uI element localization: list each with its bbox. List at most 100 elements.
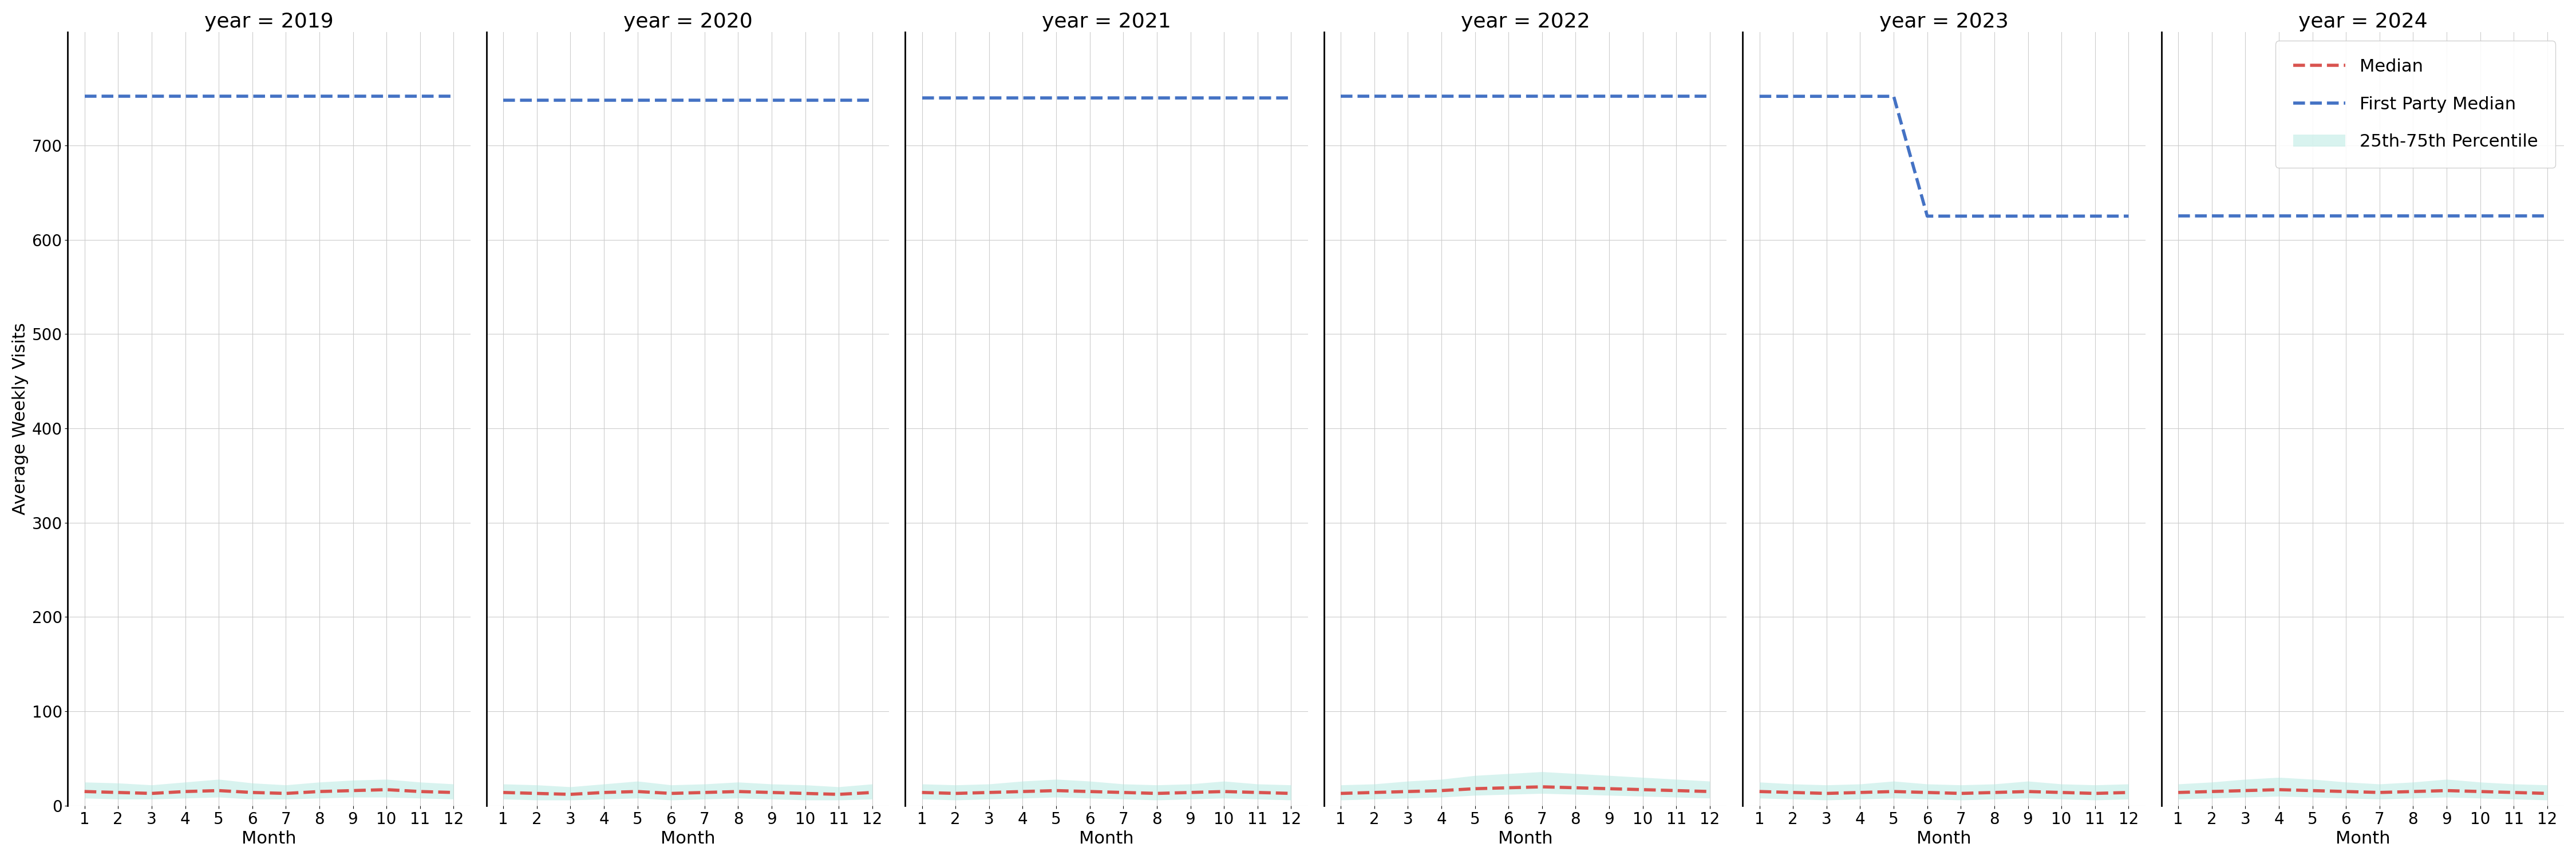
First Party Median	[2398, 211, 2429, 222]
Median	[1945, 789, 1976, 799]
First Party Median	[1074, 93, 1105, 103]
First Party Median	[1662, 91, 1692, 101]
Median	[2298, 785, 2329, 795]
First Party Median	[270, 91, 301, 101]
Title: year = 2020: year = 2020	[623, 12, 752, 32]
First Party Median	[2465, 211, 2496, 222]
First Party Median	[724, 95, 755, 106]
Median	[2264, 784, 2295, 795]
Median	[371, 784, 402, 795]
Median	[1978, 788, 2009, 798]
Legend: Median, First Party Median, 25th-75th Percentile: Median, First Party Median, 25th-75th Pe…	[2275, 41, 2555, 168]
Median	[1844, 788, 1875, 798]
First Party Median	[757, 95, 788, 106]
First Party Median	[1528, 91, 1558, 101]
First Party Median	[1108, 93, 1139, 103]
First Party Median	[1141, 93, 1172, 103]
Median	[2079, 789, 2110, 799]
First Party Median	[621, 95, 652, 106]
Median	[757, 788, 788, 798]
First Party Median	[1461, 91, 1492, 101]
First Party Median	[2331, 211, 2362, 222]
First Party Median	[70, 91, 100, 101]
First Party Median	[1595, 91, 1625, 101]
First Party Median	[204, 91, 234, 101]
First Party Median	[2532, 211, 2563, 222]
First Party Median	[587, 95, 618, 106]
First Party Median	[237, 91, 268, 101]
Median	[2045, 788, 2076, 798]
X-axis label: Month: Month	[659, 831, 716, 847]
Median	[824, 789, 855, 800]
Median	[2012, 786, 2043, 796]
First Party Median	[1007, 93, 1038, 103]
First Party Median	[2432, 211, 2463, 222]
Line: First Party Median: First Party Median	[1759, 96, 2128, 216]
Median	[554, 789, 585, 800]
First Party Median	[1561, 91, 1592, 101]
Median	[2112, 788, 2143, 798]
First Party Median	[974, 93, 1005, 103]
Median	[2398, 786, 2429, 796]
Median	[1275, 789, 1306, 799]
Median	[103, 788, 134, 798]
Line: Median: Median	[85, 789, 453, 794]
Median	[1494, 783, 1525, 793]
Title: year = 2024: year = 2024	[2298, 12, 2427, 32]
Line: Median: Median	[1759, 791, 2128, 794]
First Party Median	[791, 95, 822, 106]
Median	[1461, 783, 1492, 794]
Median	[204, 785, 234, 795]
First Party Median	[1494, 91, 1525, 101]
Median	[404, 786, 435, 796]
First Party Median	[1945, 211, 1976, 222]
First Party Median	[1744, 91, 1775, 101]
Median	[2331, 786, 2362, 796]
Median	[858, 788, 889, 798]
Median	[1007, 786, 1038, 796]
Median	[2164, 788, 2195, 798]
Median	[1041, 785, 1072, 795]
First Party Median	[371, 91, 402, 101]
First Party Median	[1041, 93, 1072, 103]
First Party Median	[1360, 91, 1391, 101]
Median	[1074, 786, 1105, 796]
Median	[1911, 788, 1942, 798]
Median	[907, 788, 938, 798]
Median	[304, 786, 335, 796]
First Party Median	[1911, 211, 1942, 222]
First Party Median	[1978, 211, 2009, 222]
Line: Median: Median	[2179, 789, 2548, 794]
Median	[1175, 788, 1206, 798]
X-axis label: Month: Month	[1917, 831, 1971, 847]
Y-axis label: Average Weekly Visits: Average Weekly Visits	[13, 323, 28, 515]
Median	[690, 788, 721, 798]
Median	[237, 788, 268, 798]
Line: Median: Median	[502, 791, 873, 795]
Median	[170, 786, 201, 796]
First Party Median	[654, 95, 685, 106]
Median	[137, 789, 167, 799]
First Party Median	[2298, 211, 2329, 222]
First Party Median	[2079, 211, 2110, 222]
First Party Median	[2197, 211, 2228, 222]
First Party Median	[2499, 211, 2530, 222]
X-axis label: Month: Month	[1079, 831, 1133, 847]
First Party Median	[2112, 211, 2143, 222]
First Party Median	[690, 95, 721, 106]
Line: Median: Median	[1340, 787, 1710, 794]
Median	[1695, 786, 1726, 796]
First Party Median	[1695, 91, 1726, 101]
First Party Median	[554, 95, 585, 106]
Median	[1208, 786, 1239, 796]
First Party Median	[1628, 91, 1659, 101]
Median	[791, 789, 822, 799]
Median	[1141, 789, 1172, 799]
Median	[438, 788, 469, 798]
First Party Median	[487, 95, 518, 106]
First Party Median	[438, 91, 469, 101]
First Party Median	[824, 95, 855, 106]
Median	[2499, 788, 2530, 798]
First Party Median	[170, 91, 201, 101]
Median	[2465, 786, 2496, 796]
